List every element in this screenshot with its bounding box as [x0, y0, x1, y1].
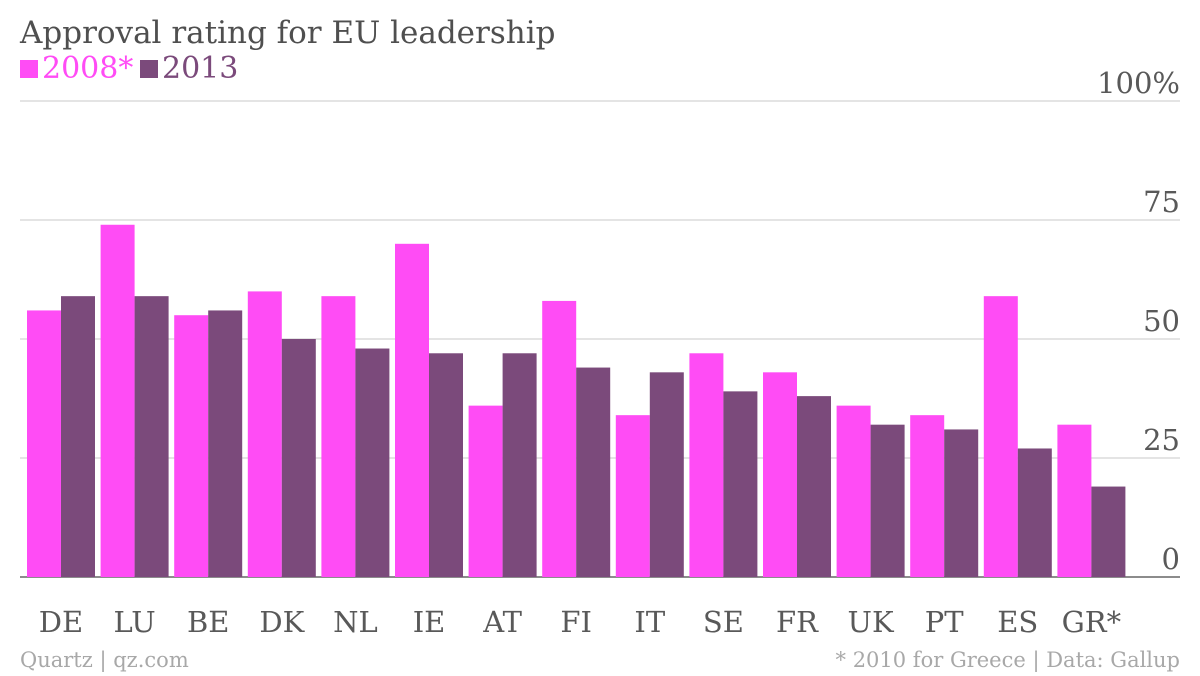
x-tick-label-ES: ES — [997, 605, 1038, 639]
x-axis-labels: DE LU BE DK NL IE AT FI IT SE FR UK PT ES GR* — [39, 605, 1122, 639]
bar-DK-2008 — [247, 291, 282, 577]
x-tick-label-UK: UK — [848, 605, 895, 639]
bar-UK-2008 — [836, 405, 871, 577]
footer-source-right: * 2010 for Greece | Data: Gallup — [836, 648, 1180, 673]
footer-source-left: Quartz | qz.com — [20, 648, 189, 673]
x-tick-label-GR: GR* — [1062, 605, 1122, 639]
x-tick-label-DK: DK — [259, 605, 305, 639]
bar-BE-2008 — [174, 315, 209, 577]
bar-PT-2008 — [910, 415, 945, 577]
bar-FR-2013 — [797, 396, 831, 577]
x-tick-label-AT: AT — [482, 605, 522, 639]
bar-IT-2013 — [649, 372, 684, 577]
y-tick-label-0: 0 — [1162, 542, 1180, 576]
bar-FI-2013 — [576, 367, 611, 577]
legend: 2008* 2013 — [20, 51, 238, 86]
bar-GR-2013 — [1091, 486, 1126, 577]
bar-PT-2013 — [944, 429, 979, 577]
x-tick-label-BE: BE — [187, 605, 229, 639]
bar-NL-2008 — [321, 296, 356, 577]
x-tick-label-LU: LU — [114, 605, 156, 639]
bar-SE-2013 — [723, 391, 758, 577]
bar-AT-2008 — [468, 405, 503, 577]
bar-BE-2013 — [208, 310, 243, 577]
x-tick-label-IT: IT — [634, 605, 665, 639]
bar-DK-2013 — [281, 339, 316, 577]
bar-FR-2008 — [763, 372, 797, 577]
legend-swatch-2008 — [20, 60, 38, 78]
legend-label-2013: 2013 — [162, 51, 238, 86]
bar-LU-2013 — [134, 296, 169, 577]
bar-NL-2013 — [355, 348, 390, 577]
legend-swatch-2013 — [140, 60, 158, 78]
legend-label-2008: 2008* — [42, 51, 133, 86]
x-tick-label-PT: PT — [925, 605, 965, 639]
x-tick-label-SE: SE — [703, 605, 744, 639]
bar-LU-2008 — [100, 224, 135, 577]
y-tick-label-25: 25 — [1143, 423, 1180, 457]
bar-AT-2013 — [502, 353, 537, 577]
bars — [27, 224, 1126, 578]
y-axis-labels: 0 25 50 75 100% — [1097, 66, 1180, 576]
bar-ES-2008 — [983, 296, 1018, 577]
bar-SE-2008 — [689, 353, 724, 577]
bar-IE-2013 — [429, 353, 463, 577]
chart-title: Approval rating for EU leadership — [19, 15, 555, 51]
x-tick-label-DE: DE — [39, 605, 83, 639]
y-tick-label-100: 100% — [1097, 66, 1180, 100]
y-tick-label-75: 75 — [1143, 185, 1180, 219]
bar-IE-2008 — [395, 243, 429, 578]
x-tick-label-FR: FR — [776, 605, 819, 639]
bar-GR-2008 — [1057, 424, 1092, 577]
bar-DE-2013 — [61, 296, 95, 577]
bar-UK-2013 — [870, 424, 905, 577]
x-tick-label-IE: IE — [413, 605, 446, 639]
bar-FI-2008 — [542, 300, 577, 577]
bar-IT-2008 — [615, 415, 650, 577]
x-tick-label-NL: NL — [333, 605, 378, 639]
y-tick-label-50: 50 — [1143, 304, 1180, 338]
bar-DE-2008 — [27, 310, 61, 577]
x-tick-label-FI: FI — [560, 605, 592, 639]
bar-ES-2013 — [1017, 448, 1052, 577]
